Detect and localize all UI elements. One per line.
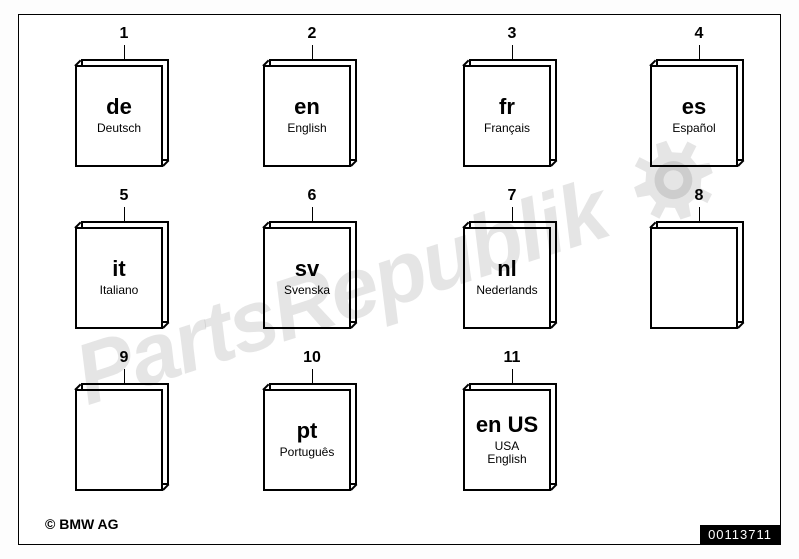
book-front-cover: fr Français — [463, 65, 551, 167]
book-icon: es Español — [650, 59, 748, 167]
book-front-cover: nl Nederlands — [463, 227, 551, 329]
book-slot: 7 nl Nederlands — [447, 187, 577, 329]
item-number: 6 — [247, 187, 377, 205]
diagram-canvas: 1 de Deutsch 2 en English 3 fr Français 4 es Españo… — [18, 14, 781, 545]
book-front-cover: de Deutsch — [75, 65, 163, 167]
item-number: 8 — [634, 187, 764, 205]
language-code: fr — [499, 96, 515, 118]
book-icon: it Italiano — [75, 221, 173, 329]
book-slot: 11 en US USA English — [447, 349, 577, 491]
item-number: 5 — [59, 187, 189, 205]
language-name: Svenska — [284, 284, 330, 297]
book-front-cover: pt Português — [263, 389, 351, 491]
language-code: en — [294, 96, 320, 118]
book-front-cover: es Español — [650, 65, 738, 167]
language-name: USA English — [487, 440, 526, 466]
book-slot: 9 — [59, 349, 189, 491]
connector-line — [124, 45, 125, 59]
connector-line — [124, 207, 125, 221]
language-name: Français — [484, 122, 530, 135]
book-front-cover: it Italiano — [75, 227, 163, 329]
connector-line — [312, 369, 313, 383]
language-code: en US — [476, 414, 538, 436]
book-icon: nl Nederlands — [463, 221, 561, 329]
language-code: pt — [297, 420, 318, 442]
language-name: Español — [672, 122, 715, 135]
book-slot: 1 de Deutsch — [59, 25, 189, 167]
language-code: nl — [497, 258, 517, 280]
language-code: sv — [295, 258, 319, 280]
item-number: 11 — [447, 349, 577, 367]
item-number: 1 — [59, 25, 189, 43]
item-number: 10 — [247, 349, 377, 367]
book-slot: 2 en English — [247, 25, 377, 167]
connector-line — [312, 45, 313, 59]
connector-line — [699, 207, 700, 221]
book-slot: 8 — [634, 187, 764, 329]
language-name: English — [287, 122, 326, 135]
book-icon: pt Português — [263, 383, 361, 491]
book-front-cover: en US USA English — [463, 389, 551, 491]
language-name: Português — [280, 446, 335, 459]
book-icon: en US USA English — [463, 383, 561, 491]
item-number: 2 — [247, 25, 377, 43]
book-slot: 5 it Italiano — [59, 187, 189, 329]
language-name: Nederlands — [476, 284, 537, 297]
book-slot: 4 es Español — [634, 25, 764, 167]
item-number: 4 — [634, 25, 764, 43]
language-code: es — [682, 96, 706, 118]
book-front-cover: sv Svenska — [263, 227, 351, 329]
book-front-cover — [75, 389, 163, 491]
book-icon: sv Svenska — [263, 221, 361, 329]
book-icon — [650, 221, 748, 329]
item-number: 9 — [59, 349, 189, 367]
book-slot: 10 pt Português — [247, 349, 377, 491]
language-code: it — [112, 258, 125, 280]
connector-line — [512, 45, 513, 59]
book-icon: fr Français — [463, 59, 561, 167]
book-front-cover — [650, 227, 738, 329]
image-number: 00113711 — [700, 525, 780, 544]
book-icon: de Deutsch — [75, 59, 173, 167]
copyright-text: © BMW AG — [45, 516, 119, 532]
language-code: de — [106, 96, 132, 118]
connector-line — [512, 207, 513, 221]
book-slot: 6 sv Svenska — [247, 187, 377, 329]
book-icon: en English — [263, 59, 361, 167]
connector-line — [124, 369, 125, 383]
book-icon — [75, 383, 173, 491]
book-slot: 3 fr Français — [447, 25, 577, 167]
book-front-cover: en English — [263, 65, 351, 167]
book-grid: 1 de Deutsch 2 en English 3 fr Français 4 es Españo… — [19, 15, 780, 544]
item-number: 7 — [447, 187, 577, 205]
language-name: Deutsch — [97, 122, 141, 135]
item-number: 3 — [447, 25, 577, 43]
connector-line — [512, 369, 513, 383]
language-name: Italiano — [100, 284, 139, 297]
connector-line — [312, 207, 313, 221]
connector-line — [699, 45, 700, 59]
